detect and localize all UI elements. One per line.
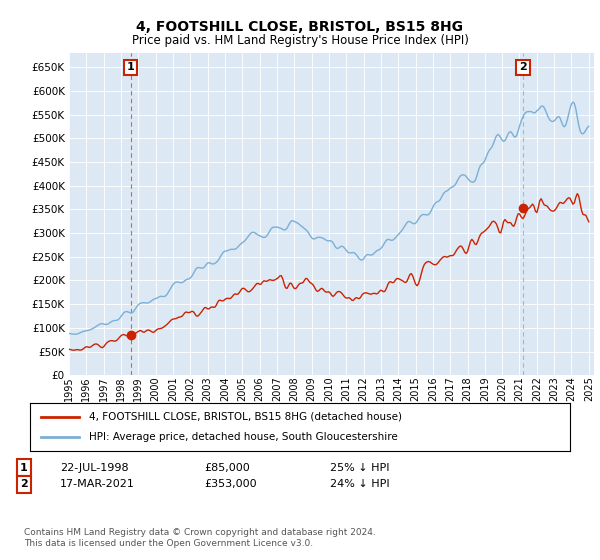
Text: 2: 2 [20,479,28,489]
Text: Price paid vs. HM Land Registry's House Price Index (HPI): Price paid vs. HM Land Registry's House … [131,34,469,46]
Text: 25% ↓ HPI: 25% ↓ HPI [330,463,389,473]
Text: 22-JUL-1998: 22-JUL-1998 [60,463,128,473]
Text: HPI: Average price, detached house, South Gloucestershire: HPI: Average price, detached house, Sout… [89,432,398,442]
Text: Contains HM Land Registry data © Crown copyright and database right 2024.
This d: Contains HM Land Registry data © Crown c… [24,528,376,548]
Text: 2: 2 [519,62,527,72]
Text: 4, FOOTSHILL CLOSE, BRISTOL, BS15 8HG (detached house): 4, FOOTSHILL CLOSE, BRISTOL, BS15 8HG (d… [89,412,403,422]
Text: 1: 1 [20,463,28,473]
Text: 1: 1 [127,62,134,72]
Text: £353,000: £353,000 [204,479,257,489]
Text: 24% ↓ HPI: 24% ↓ HPI [330,479,389,489]
Text: £85,000: £85,000 [204,463,250,473]
Text: 17-MAR-2021: 17-MAR-2021 [60,479,135,489]
Text: 4, FOOTSHILL CLOSE, BRISTOL, BS15 8HG: 4, FOOTSHILL CLOSE, BRISTOL, BS15 8HG [137,20,464,34]
